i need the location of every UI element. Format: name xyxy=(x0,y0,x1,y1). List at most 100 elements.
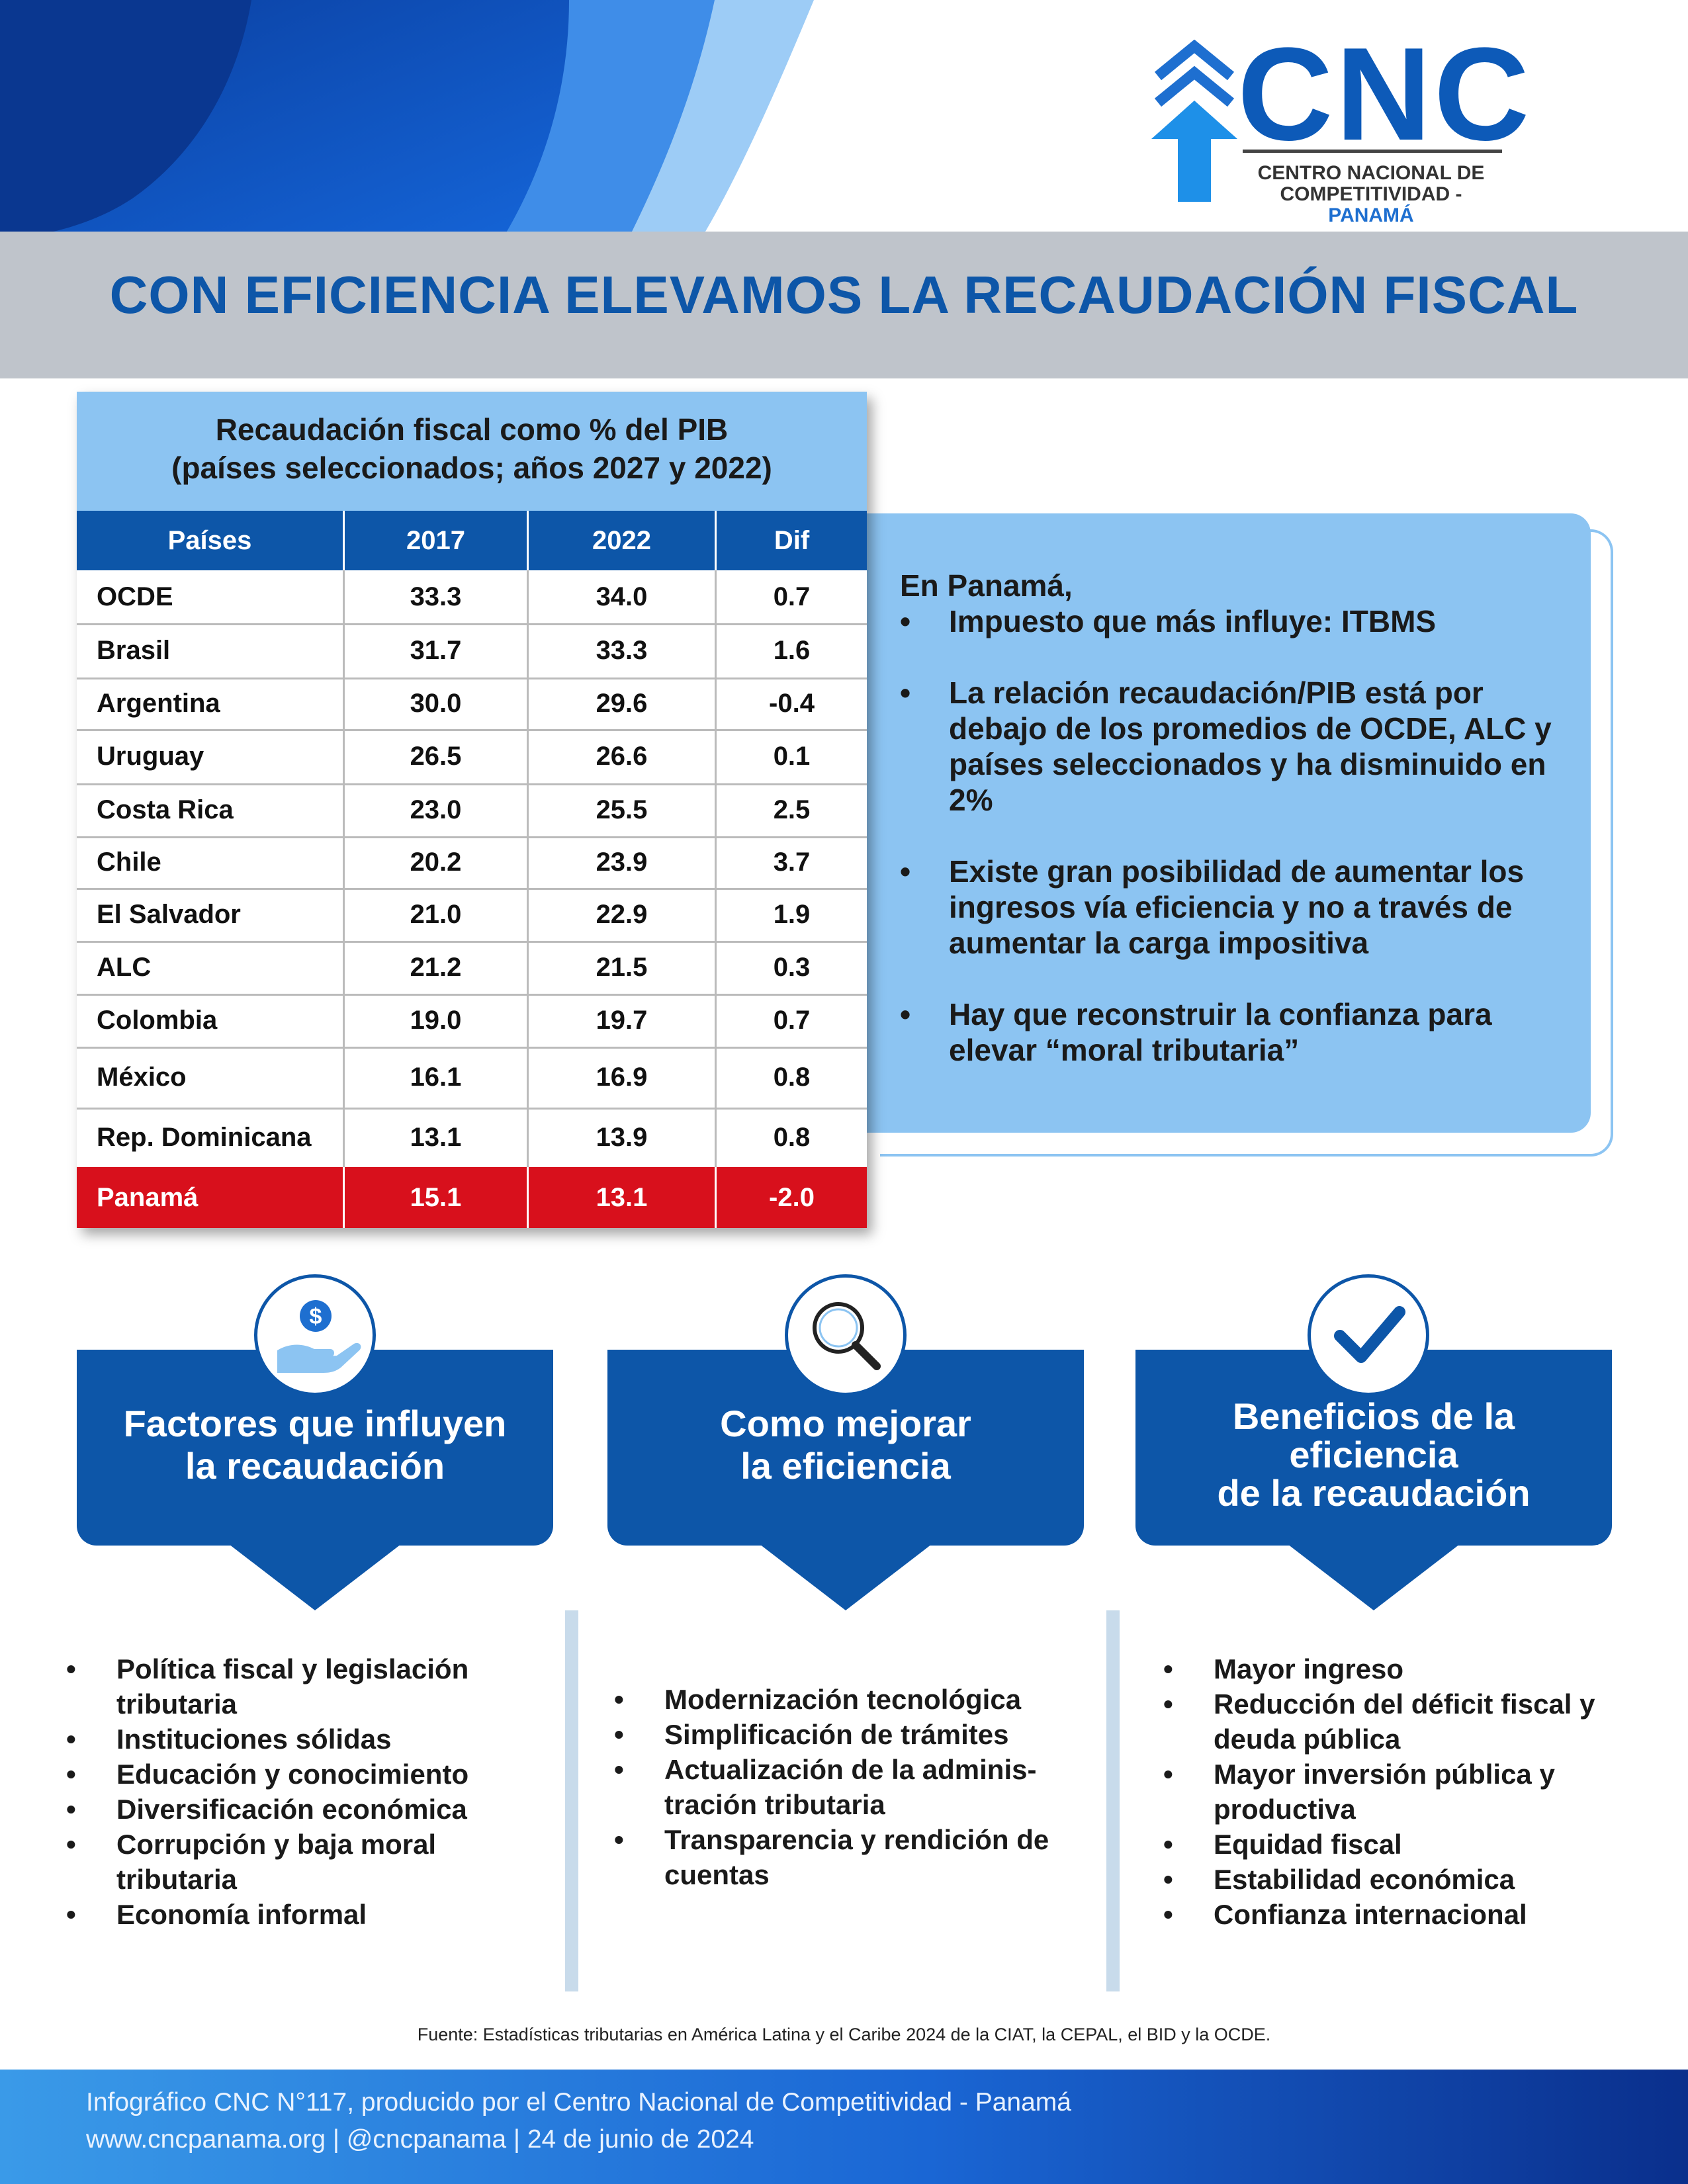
list-item: Economía informal xyxy=(66,1897,516,1932)
list-item: Modernización tecnológica xyxy=(614,1682,1090,1717)
table-row: Brasil 31.7 33.3 1.6 xyxy=(77,623,867,679)
table-row: Uruguay 26.5 26.6 0.1 xyxy=(77,729,867,785)
table-cell: 26.5 xyxy=(343,729,527,783)
table-cell: Chile xyxy=(97,847,161,877)
table-cell: 16.9 xyxy=(527,1047,715,1108)
table-row: Colombia 19.0 19.7 0.7 xyxy=(77,994,867,1049)
logo-subtitle-line2: COMPETITIVIDAD - PANAMÁ xyxy=(1239,184,1503,226)
table-cell: Costa Rica xyxy=(97,795,234,824)
list-item: Actualización de la adminis-tración trib… xyxy=(614,1752,1090,1822)
table-row: Costa Rica 23.0 25.5 2.5 xyxy=(77,783,867,838)
category-icon-circle xyxy=(785,1274,907,1396)
logo-subtitle-line1: CENTRO NACIONAL DE xyxy=(1257,162,1485,184)
table-cell: 1.9 xyxy=(715,888,867,941)
table-cell: 31.7 xyxy=(343,623,527,677)
note-lead: En Panamá, xyxy=(900,568,1073,603)
list-item: Transparencia y rendición de cuentas xyxy=(614,1822,1090,1892)
table-cell: 34.0 xyxy=(527,570,715,623)
magnifier-icon xyxy=(813,1302,881,1370)
factors-list: Política fiscal y legislación tributaria… xyxy=(66,1651,516,1932)
category-label-line: de la recaudación xyxy=(1217,1472,1531,1514)
table-header-cell: 2017 xyxy=(343,511,527,570)
table-cell: 0.8 xyxy=(715,1047,867,1108)
table-cell: 19.7 xyxy=(527,994,715,1047)
page-title: CON EFICIENCIA ELEVAMOS LA RECAUDACIÓN F… xyxy=(109,265,1579,324)
logo-subtitle-main: COMPETITIVIDAD - xyxy=(1280,183,1462,205)
column-separator xyxy=(565,1610,578,1991)
note-text: En Panamá, Impuesto que más influye: ITB… xyxy=(900,568,1575,1104)
table-cell: 25.5 xyxy=(527,783,715,836)
column-separator xyxy=(1106,1610,1120,1991)
category-label-line: la recaudación xyxy=(185,1445,445,1487)
table-cell: 13.1 xyxy=(527,1167,715,1228)
table-cell: México xyxy=(97,1062,187,1092)
table-cell: 0.8 xyxy=(715,1108,867,1167)
table-cell: 26.6 xyxy=(527,729,715,783)
data-table: Recaudación fiscal como % del PIB (paíse… xyxy=(77,392,867,1228)
table-cell: Uruguay xyxy=(97,741,204,771)
table-row: México 16.1 16.9 0.8 xyxy=(77,1047,867,1110)
table-header-cell: 2022 xyxy=(527,511,715,570)
table-cell: Rep. Dominicana xyxy=(97,1122,312,1152)
benefits-list: Mayor ingresoReducción del déficit fisca… xyxy=(1163,1651,1640,1932)
table-title: Recaudación fiscal como % del PIB (paíse… xyxy=(77,410,867,487)
table-header-row: Países 2017 2022 Dif xyxy=(77,511,867,570)
list-item: Diversificación económica xyxy=(66,1792,516,1827)
table-row: OCDE 33.3 34.0 0.7 xyxy=(77,570,867,625)
table-cell: -0.4 xyxy=(715,677,867,729)
table-cell: 2.5 xyxy=(715,783,867,836)
table-cell: -2.0 xyxy=(715,1167,867,1228)
table-cell: ALC xyxy=(97,952,152,982)
table-row: Argentina 30.0 29.6 -0.4 xyxy=(77,677,867,731)
category-icon-circle: $ xyxy=(254,1274,376,1396)
table-cell: 33.3 xyxy=(343,570,527,623)
list-item: Mayor ingreso xyxy=(1163,1651,1640,1686)
table-cell: 1.6 xyxy=(715,623,867,677)
note-bullet: Hay que reconstruir la confianza para el… xyxy=(900,996,1575,1068)
title-band xyxy=(0,232,1688,378)
footer-line2: www.cncpanama.org | @cncpanama | 24 de j… xyxy=(86,2125,754,2154)
category-pointer xyxy=(760,1544,932,1610)
svg-text:$: $ xyxy=(310,1304,322,1329)
table-cell: Brasil xyxy=(97,635,171,665)
efficiency-list: Modernización tecnológicaSimplificación … xyxy=(614,1682,1090,1892)
list-item: Reducción del déficit fiscal y deuda púb… xyxy=(1163,1686,1640,1757)
category-label-line: la eficiencia xyxy=(740,1445,951,1487)
table-row: Rep. Dominicana 13.1 13.9 0.8 xyxy=(77,1108,867,1169)
logo-divider xyxy=(1243,150,1502,153)
category-label-benefits: Beneficios de la eficiencia de la recaud… xyxy=(1135,1397,1612,1512)
table-cell: 15.1 xyxy=(343,1167,527,1228)
note-bullet: Existe gran posibilidad de aumentar los … xyxy=(900,853,1575,961)
category-label-line: Factores que influyen xyxy=(123,1403,507,1444)
checkmark-icon xyxy=(1334,1306,1405,1363)
table-row: Chile 20.2 23.9 3.7 xyxy=(77,836,867,890)
footer-band xyxy=(0,2070,1688,2184)
table-cell: OCDE xyxy=(97,582,173,611)
category-label-line: Como mejorar xyxy=(720,1403,971,1444)
category-label-efficiency: Como mejorar la eficiencia xyxy=(607,1403,1084,1487)
source-note: Fuente: Estadísticas tributarias en Amér… xyxy=(417,2025,1271,2044)
logo-arrows-icon xyxy=(1151,40,1237,202)
table-cell: 13.1 xyxy=(343,1108,527,1167)
table-cell: 33.3 xyxy=(527,623,715,677)
table-title-line2: (países seleccionados; años 2027 y 2022) xyxy=(171,451,772,485)
list-item: Simplificación de trámites xyxy=(614,1717,1090,1752)
category-label-line: eficiencia xyxy=(1289,1434,1458,1475)
table-cell: 0.3 xyxy=(715,941,867,994)
table-cell: 21.0 xyxy=(343,888,527,941)
logo-subtitle-accent: PANAMÁ xyxy=(1328,204,1414,226)
category-pointer xyxy=(229,1544,401,1610)
table-cell: 30.0 xyxy=(343,677,527,729)
table-header-panel: Recaudación fiscal como % del PIB (paíse… xyxy=(77,392,867,511)
table-cell: 23.9 xyxy=(527,836,715,888)
list-item: Educación y conocimiento xyxy=(66,1757,516,1792)
table-cell: 19.0 xyxy=(343,994,527,1047)
table-row: ALC 21.2 21.5 0.3 xyxy=(77,941,867,996)
table-cell: Colombia xyxy=(97,1005,218,1035)
hand-money-icon: $ xyxy=(277,1300,361,1373)
table-cell: 3.7 xyxy=(715,836,867,888)
header-background-shapes xyxy=(0,0,814,238)
table-cell: 0.7 xyxy=(715,570,867,623)
list-item: Confianza internacional xyxy=(1163,1897,1640,1932)
category-label-factors: Factores que influyen la recaudación xyxy=(77,1403,553,1487)
